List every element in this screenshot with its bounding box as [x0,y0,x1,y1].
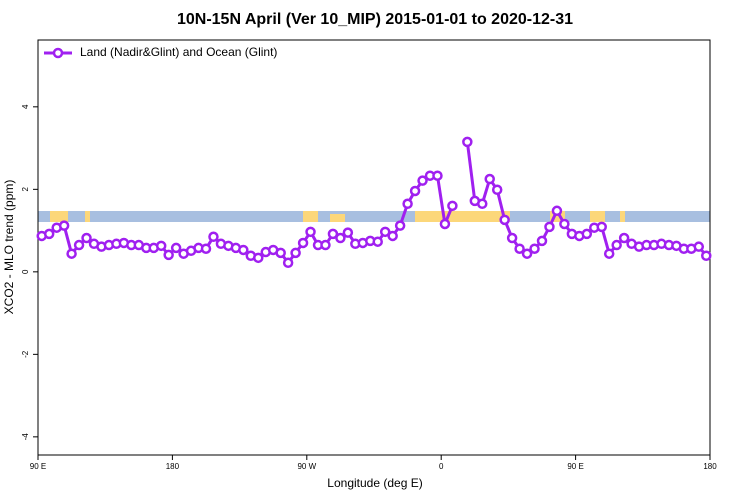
point [43,228,55,240]
point [596,221,607,233]
x-axis-label: Longitude (deg E) [327,476,422,490]
land-ocean-mask [38,211,710,222]
point [58,220,70,231]
point [81,232,92,244]
x-tick-label: 90 E [567,462,583,471]
point [155,240,167,252]
point [394,220,406,231]
point [305,226,316,238]
point [290,247,301,259]
point [372,236,383,247]
x-tick-label: 90 E [30,462,46,471]
point [432,170,443,181]
point [66,248,77,259]
point [521,248,533,259]
point [275,247,286,259]
point [170,242,182,254]
point [447,200,458,212]
point [163,249,174,261]
point [581,228,593,240]
point [327,228,339,240]
point [417,175,428,186]
point [200,243,212,254]
point [387,230,398,242]
y-tick-label: -2 [21,350,30,358]
point [409,185,421,197]
legend-label: Land (Nadir&Glint) and Ocean (Glint) [80,45,277,59]
point [297,237,309,249]
point [618,232,630,244]
y-tick-label: 2 [21,187,30,192]
y-tick-label: 4 [21,104,30,109]
x-tick-label: 0 [439,462,444,471]
y-axis-label: XCO2 - MLO trend (ppm) [2,180,16,315]
point [514,243,525,254]
y-tick-label: -4 [21,433,30,441]
point [462,136,473,148]
point [551,205,563,217]
point [208,231,219,243]
chart-title: 10N-15N April (Ver 10_MIP) 2015-01-01 to… [177,11,573,28]
point [73,239,85,251]
point [402,198,413,210]
point [611,239,622,251]
point [536,235,548,247]
point [439,218,451,230]
point [238,244,249,256]
point [477,198,488,210]
point [282,257,294,269]
point [506,232,518,244]
point [342,227,354,238]
point [253,252,264,264]
plot-frame [37,39,711,456]
point [499,214,510,226]
point [320,239,331,251]
point [544,221,555,233]
legend-marker [52,47,64,59]
x-tick-label: 180 [703,462,717,471]
point [484,173,495,185]
point [701,250,712,262]
point [559,218,570,230]
x-tick-label: 180 [166,462,180,471]
point [379,226,391,238]
y-tick-label: 0 [21,269,30,274]
point [693,241,705,252]
point [529,243,540,254]
point [335,232,346,244]
x-tick-label: 90 W [297,462,316,471]
point [603,248,615,259]
point [491,184,503,195]
